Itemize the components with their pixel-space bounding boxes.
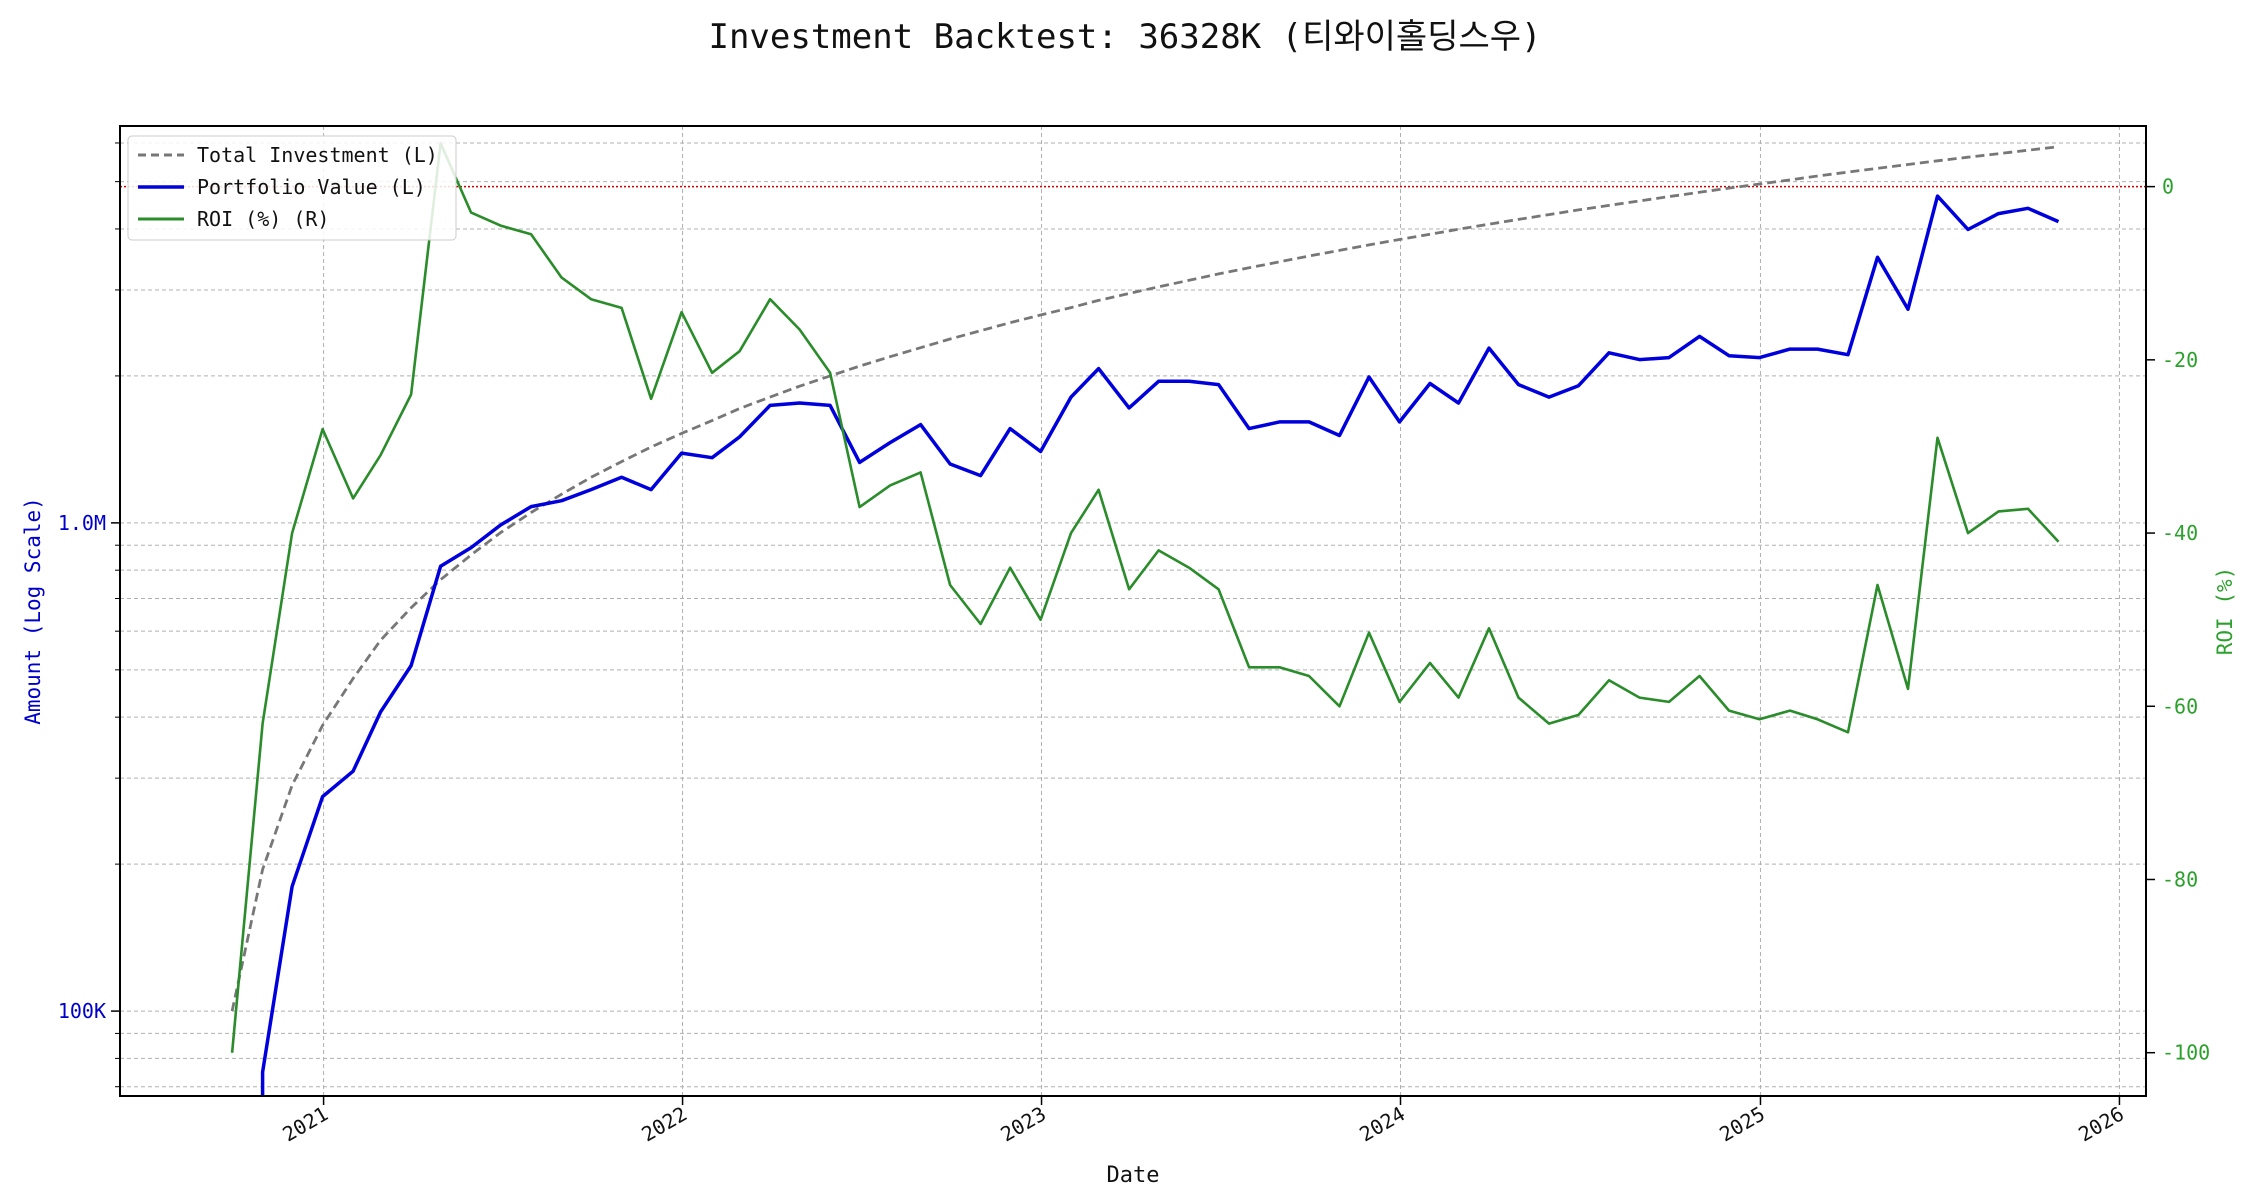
right-tick-label: -100 (2162, 1041, 2210, 1065)
left-tick-label: 100K (58, 999, 106, 1023)
x-axis-label: Date (1107, 1163, 1160, 1188)
x-tick-label: 2021 (278, 1102, 332, 1147)
right-axis-label: ROI (%) (2213, 567, 2237, 656)
x-tick-label: 2026 (2074, 1102, 2128, 1147)
portfolio-value-line (260, 194, 2060, 1096)
series-layer (120, 142, 2146, 1096)
legend-label-roi: ROI (%) (R) (197, 207, 329, 231)
left-axis-label: Amount (Log Scale) (21, 497, 45, 725)
legend-box (127, 135, 457, 241)
right-tick-label: -60 (2162, 694, 2198, 718)
total-investment-line (230, 145, 2059, 1012)
legend-label-portfolio-value: Portfolio Value (L) (197, 175, 426, 199)
x-tick-label: 2022 (637, 1102, 691, 1147)
right-tick-label: -20 (2162, 348, 2198, 372)
right-tick-label: -80 (2162, 867, 2198, 891)
plot-frame (119, 125, 2147, 1097)
x-tick-label: 2024 (1355, 1102, 1409, 1147)
right-tick-label: -40 (2162, 521, 2198, 545)
chart-title: Investment Backtest: 36328K (티와이홀딩스우) (708, 17, 1541, 57)
legend-label-total-investment: Total Investment (L) (197, 143, 438, 167)
right-tick-label: 0 (2162, 175, 2174, 199)
roi-line (230, 142, 2060, 1053)
legend: Total Investment (L) Portfolio Value (L)… (127, 135, 457, 241)
grid (120, 126, 2146, 1096)
x-tick-label: 2025 (1715, 1102, 1769, 1147)
left-tick-label: 1.0M (58, 511, 106, 535)
x-tick-label: 2023 (996, 1102, 1050, 1147)
